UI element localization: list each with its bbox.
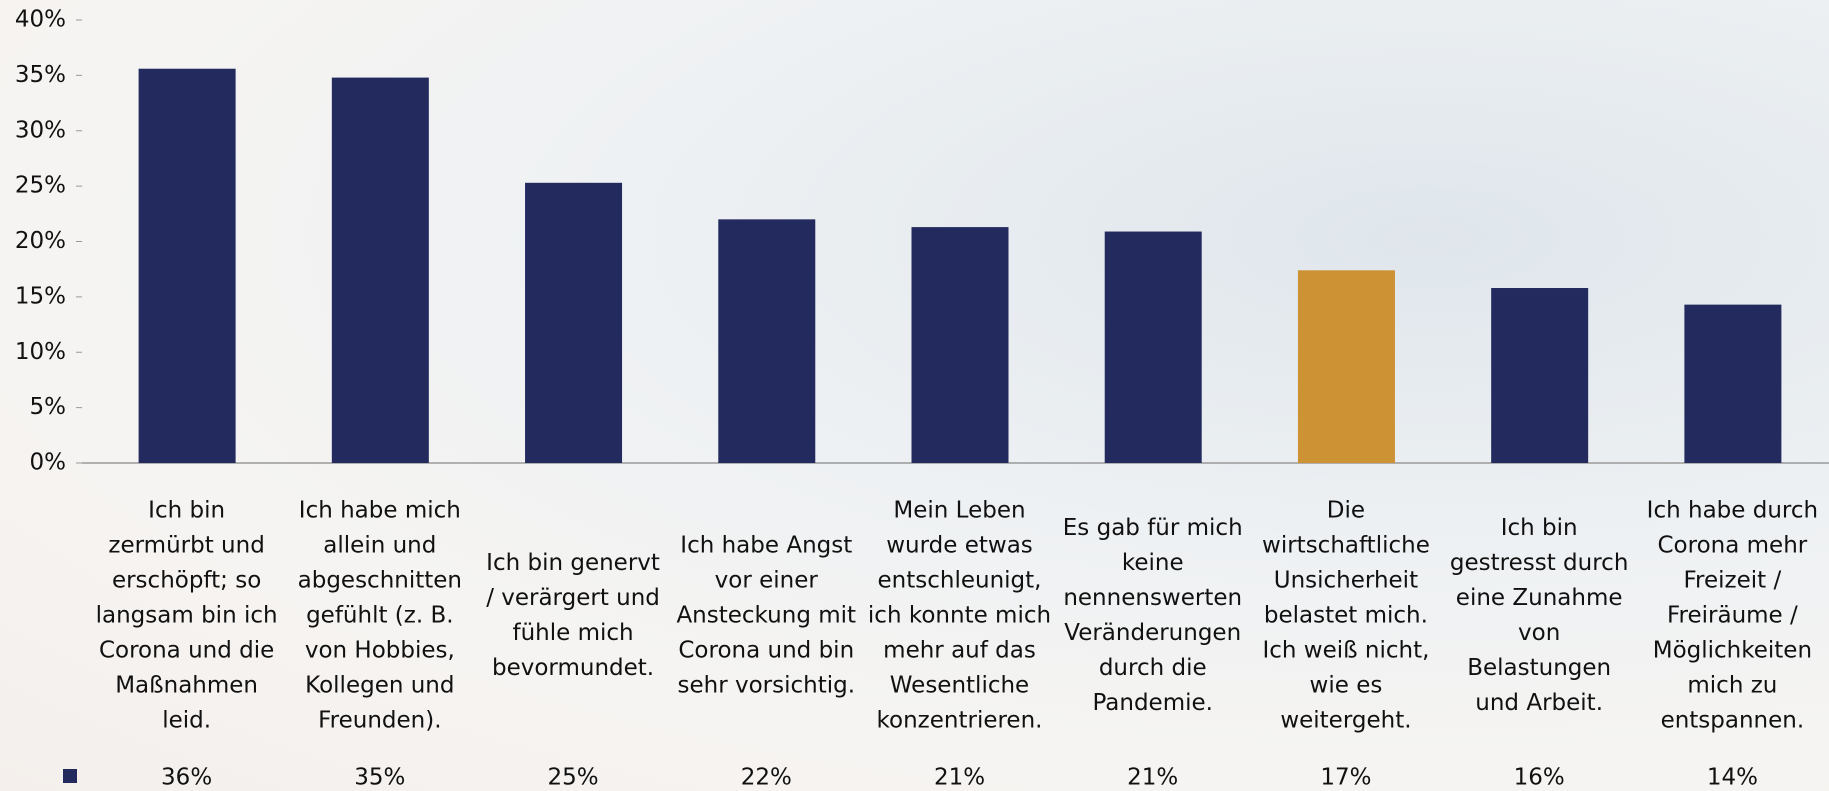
value-label: 35%: [354, 765, 405, 791]
value-label: 14%: [1707, 765, 1758, 791]
bar: [911, 227, 1009, 463]
x-tick-label: Ich bin gestresst durch eine Zunahme von…: [1449, 515, 1629, 716]
bar: [331, 77, 429, 463]
y-tick-label: 15%: [15, 283, 66, 309]
x-tick-label: Ich bin zermürbt und erschöpft; so langs…: [95, 497, 278, 734]
value-label: 25%: [547, 765, 598, 791]
x-tick-label: Die wirtschaftliche Unsicherheit belaste…: [1262, 497, 1430, 734]
y-tick-label: 5%: [30, 394, 67, 420]
value-label: 17%: [1320, 765, 1371, 791]
y-tick-label: 35%: [15, 62, 66, 88]
value-label: 21%: [934, 765, 985, 791]
y-tick-label: 0%: [30, 450, 67, 476]
y-tick-label: 30%: [15, 117, 66, 143]
y-tick-label: 20%: [15, 228, 66, 254]
legend-key: [63, 769, 77, 783]
y-tick-label: 10%: [15, 339, 66, 365]
value-label: 36%: [161, 765, 212, 791]
x-tick-label: Ich habe Angst vor einer Ansteckung mit …: [676, 532, 857, 699]
x-tick-label: Ich habe durch Corona mehr Freizeit / Fr…: [1646, 497, 1819, 734]
x-tick-label: Ich bin genervt / verärgert und fühle mi…: [486, 550, 660, 681]
y-tick-label: 40%: [15, 7, 66, 33]
x-tick-label: Ich habe mich allein und abgeschnitten g…: [297, 497, 463, 734]
bar: [1684, 304, 1782, 463]
bar: [1104, 231, 1202, 463]
x-tick-label: Mein Leben wurde etwas entschleunigt, ic…: [867, 497, 1052, 734]
y-tick-label: 25%: [15, 173, 66, 199]
value-label: 22%: [741, 765, 792, 791]
bar: [525, 182, 623, 464]
x-tick-label: Es gab für mich keine nennenswerten Verä…: [1062, 515, 1243, 716]
bar: [138, 68, 236, 463]
value-label: 21%: [1127, 765, 1178, 791]
bar: [1491, 288, 1589, 463]
value-label: 16%: [1514, 765, 1565, 791]
bar: [1297, 270, 1395, 463]
bar: [718, 219, 816, 463]
